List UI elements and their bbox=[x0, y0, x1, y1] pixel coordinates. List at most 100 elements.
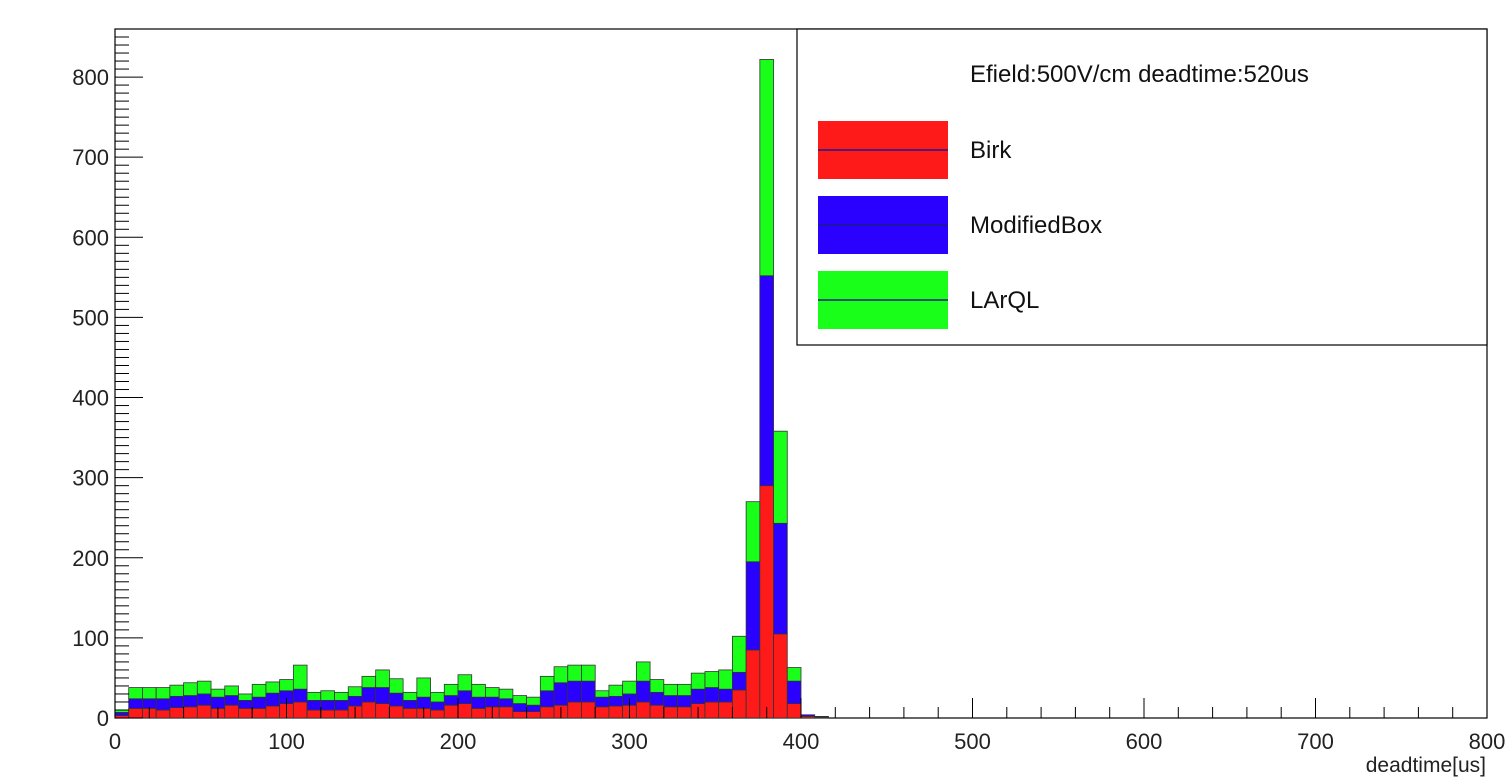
bar-modifiedbox-40 bbox=[663, 695, 678, 708]
bar-larql-23 bbox=[430, 691, 445, 703]
bar-larql-20 bbox=[388, 678, 404, 694]
bar-birk-29 bbox=[512, 711, 528, 719]
bar-larql-21 bbox=[402, 691, 418, 701]
bar-modifiedbox-7 bbox=[210, 696, 226, 709]
legend-label-birk: Birk bbox=[970, 137, 1012, 164]
bar-modifiedbox-45 bbox=[732, 671, 747, 691]
bar-birk-14 bbox=[306, 709, 322, 719]
bar-modifiedbox-2 bbox=[142, 698, 157, 709]
bar-birk-4 bbox=[169, 707, 185, 719]
bar-larql-1 bbox=[128, 687, 143, 700]
bar-larql-34 bbox=[581, 664, 596, 682]
bar-modifiedbox-25 bbox=[457, 690, 473, 704]
bar-larql-43 bbox=[704, 671, 720, 688]
bar-birk-20 bbox=[388, 705, 404, 719]
bar-modifiedbox-23 bbox=[430, 701, 445, 711]
bar-larql-46 bbox=[745, 501, 761, 563]
bar-modifiedbox-38 bbox=[635, 680, 651, 703]
bar-larql-19 bbox=[375, 669, 390, 688]
bar-modifiedbox-13 bbox=[292, 688, 308, 703]
bar-modifiedbox-20 bbox=[388, 692, 404, 707]
bar-birk-19 bbox=[375, 703, 390, 719]
y-tick-label: 700 bbox=[72, 145, 109, 170]
x-axis-title: deadtime[us] bbox=[1366, 754, 1486, 777]
bar-birk-38 bbox=[635, 701, 651, 719]
bar-modifiedbox-15 bbox=[320, 699, 335, 711]
bar-birk-46 bbox=[745, 649, 761, 719]
bar-larql-14 bbox=[306, 691, 322, 701]
bar-modifiedbox-11 bbox=[265, 692, 281, 707]
bar-larql-22 bbox=[416, 677, 431, 698]
bar-modifiedbox-16 bbox=[334, 699, 349, 711]
bar-birk-34 bbox=[581, 701, 596, 719]
bar-birk-16 bbox=[334, 709, 349, 719]
bar-modifiedbox-34 bbox=[581, 680, 596, 703]
bar-larql-13 bbox=[292, 664, 308, 690]
bar-birk-44 bbox=[718, 701, 733, 719]
bar-birk-47 bbox=[759, 485, 774, 719]
legend-label-larql: LArQL bbox=[970, 287, 1039, 314]
x-tick-label: 800 bbox=[1469, 729, 1506, 754]
bar-larql-27 bbox=[485, 687, 500, 698]
bar-birk-25 bbox=[457, 703, 473, 719]
bar-birk-13 bbox=[292, 701, 308, 719]
bar-modifiedbox-47 bbox=[759, 275, 774, 487]
bar-larql-26 bbox=[471, 683, 486, 698]
bar-larql-39 bbox=[649, 679, 665, 693]
bar-modifiedbox-44 bbox=[718, 688, 733, 703]
bar-birk-26 bbox=[471, 707, 486, 719]
bar-larql-36 bbox=[608, 684, 624, 697]
bar-larql-25 bbox=[457, 674, 473, 692]
y-tick-label: 400 bbox=[72, 386, 109, 411]
bar-birk-21 bbox=[402, 707, 418, 719]
bar-birk-18 bbox=[361, 701, 377, 719]
bar-larql-7 bbox=[210, 688, 226, 698]
bar-larql-28 bbox=[498, 688, 514, 700]
bar-larql-32 bbox=[553, 666, 569, 684]
bar-larql-44 bbox=[718, 669, 733, 690]
bar-birk-5 bbox=[183, 706, 198, 719]
bar-birk-30 bbox=[526, 711, 541, 719]
bar-birk-33 bbox=[567, 701, 582, 719]
x-tick-label: 500 bbox=[954, 729, 991, 754]
bar-larql-10 bbox=[251, 683, 267, 698]
x-tick-label: 100 bbox=[268, 729, 305, 754]
bar-modifiedbox-17 bbox=[347, 695, 363, 707]
bar-birk-28 bbox=[498, 706, 514, 719]
bar-modifiedbox-33 bbox=[567, 680, 582, 703]
bar-larql-18 bbox=[361, 675, 377, 688]
bar-modifiedbox-43 bbox=[704, 687, 720, 703]
bar-larql-17 bbox=[347, 686, 363, 697]
bar-larql-11 bbox=[265, 681, 281, 694]
bar-modifiedbox-6 bbox=[196, 693, 212, 706]
bar-modifiedbox-9 bbox=[238, 699, 253, 709]
bar-larql-33 bbox=[567, 664, 582, 682]
y-tick-label: 800 bbox=[72, 65, 109, 90]
y-tick-label: 200 bbox=[72, 546, 109, 571]
bar-birk-31 bbox=[539, 706, 555, 719]
bar-birk-24 bbox=[443, 704, 459, 719]
bar-modifiedbox-48 bbox=[773, 522, 788, 635]
bar-larql-40 bbox=[663, 683, 678, 696]
bar-modifiedbox-51 bbox=[814, 715, 829, 718]
x-tick-label: 600 bbox=[1126, 729, 1163, 754]
bar-birk-43 bbox=[704, 701, 720, 719]
bar-modifiedbox-50 bbox=[800, 714, 816, 717]
bar-modifiedbox-42 bbox=[690, 688, 706, 704]
bar-larql-9 bbox=[238, 693, 253, 701]
bar-modifiedbox-18 bbox=[361, 687, 377, 703]
bar-larql-16 bbox=[334, 691, 349, 701]
bar-modifiedbox-24 bbox=[443, 695, 459, 706]
y-tick-label: 500 bbox=[72, 305, 109, 330]
bar-modifiedbox-35 bbox=[594, 696, 610, 708]
bar-larql-15 bbox=[320, 690, 335, 701]
bar-birk-49 bbox=[786, 703, 802, 719]
bar-modifiedbox-0 bbox=[114, 711, 130, 716]
bar-birk-45 bbox=[732, 689, 747, 719]
bar-modifiedbox-41 bbox=[677, 695, 692, 708]
bar-birk-15 bbox=[320, 709, 335, 719]
bar-birk-10 bbox=[251, 707, 267, 719]
bar-modifiedbox-19 bbox=[375, 687, 390, 704]
bar-larql-49 bbox=[786, 667, 802, 682]
